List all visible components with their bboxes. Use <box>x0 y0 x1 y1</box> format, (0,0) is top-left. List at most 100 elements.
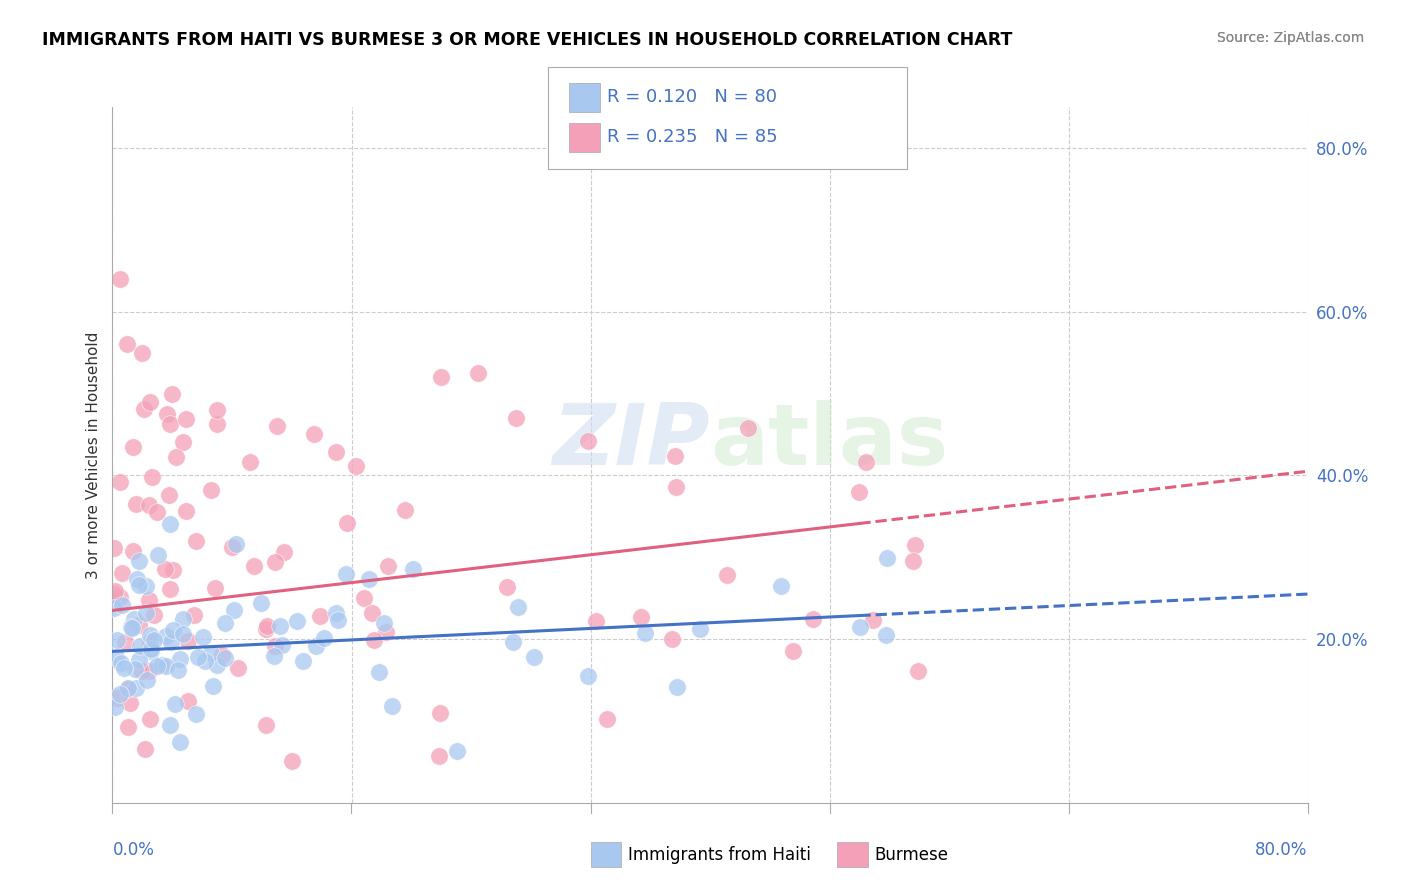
Point <box>117 337 139 351</box>
Point <box>205 658 228 673</box>
Point <box>138 635 160 649</box>
Point <box>848 484 870 499</box>
Point <box>377 559 399 574</box>
Point <box>134 741 156 756</box>
Point <box>630 610 652 624</box>
Point <box>159 635 181 649</box>
Point <box>782 643 804 657</box>
Point <box>108 272 131 286</box>
Point <box>285 614 308 628</box>
Point <box>111 566 134 580</box>
Point <box>165 450 187 465</box>
Point <box>381 698 404 713</box>
Point <box>169 651 191 665</box>
Point <box>125 497 148 511</box>
Point <box>467 367 489 381</box>
Point <box>110 657 132 671</box>
Point <box>155 629 177 643</box>
Point <box>194 654 217 668</box>
Point <box>239 455 262 469</box>
Y-axis label: 3 or more Vehicles in Household: 3 or more Vehicles in Household <box>86 331 101 579</box>
Point <box>363 633 385 648</box>
Point <box>128 653 150 667</box>
Point <box>359 572 381 586</box>
Text: Source: ZipAtlas.com: Source: ZipAtlas.com <box>1216 31 1364 45</box>
Point <box>374 624 396 639</box>
Point <box>214 615 236 630</box>
Point <box>326 613 349 627</box>
Point <box>191 631 214 645</box>
Point <box>336 516 359 531</box>
Point <box>103 601 125 615</box>
Point <box>446 743 468 757</box>
Point <box>271 638 294 652</box>
Point <box>505 411 527 425</box>
Point <box>263 640 285 654</box>
Point <box>153 562 176 576</box>
Point <box>105 690 128 705</box>
Point <box>128 554 150 568</box>
Point <box>862 613 884 627</box>
Point <box>159 417 181 432</box>
Text: ZIP: ZIP <box>553 400 710 483</box>
Point <box>114 635 136 649</box>
Point <box>266 419 288 434</box>
Point <box>112 661 135 675</box>
Point <box>108 687 131 701</box>
Point <box>159 517 181 532</box>
Point <box>183 607 205 622</box>
Point <box>664 450 686 464</box>
Point <box>117 681 139 695</box>
Point <box>200 483 222 497</box>
Point <box>136 673 159 688</box>
Point <box>162 623 184 637</box>
Point <box>269 619 291 633</box>
Point <box>665 680 688 694</box>
Point <box>159 487 181 501</box>
Point <box>121 621 143 635</box>
Point <box>368 665 391 679</box>
Point <box>125 573 148 587</box>
Point <box>901 554 924 568</box>
Point <box>394 502 416 516</box>
Point <box>430 370 453 384</box>
Point <box>111 599 134 613</box>
Point <box>523 650 546 665</box>
Point <box>138 664 160 678</box>
Point <box>103 541 125 556</box>
Point <box>211 648 233 662</box>
Point <box>103 584 125 599</box>
Point <box>205 417 228 431</box>
Point <box>263 555 285 569</box>
Point <box>281 754 304 768</box>
Point <box>502 635 524 649</box>
Point <box>146 549 169 563</box>
Text: 0.0%: 0.0% <box>112 841 155 859</box>
Point <box>576 434 599 449</box>
Point <box>128 577 150 591</box>
Point <box>104 700 127 714</box>
Point <box>176 411 198 425</box>
Point <box>139 394 162 409</box>
Point <box>309 609 332 624</box>
Point <box>221 540 243 554</box>
Point <box>117 682 139 697</box>
Point <box>143 632 166 647</box>
Point <box>150 658 173 673</box>
Point <box>801 612 824 626</box>
Point <box>876 551 898 566</box>
Point <box>353 591 375 605</box>
Point <box>222 603 245 617</box>
Point <box>263 648 285 663</box>
Point <box>429 706 451 720</box>
Point <box>585 614 607 628</box>
Point <box>325 606 347 620</box>
Text: Immigrants from Haiti: Immigrants from Haiti <box>628 846 811 863</box>
Point <box>256 619 278 633</box>
Point <box>186 533 208 548</box>
Point <box>292 654 315 668</box>
Text: atlas: atlas <box>710 400 948 483</box>
Point <box>159 717 181 731</box>
Point <box>124 662 146 676</box>
Point <box>204 581 226 595</box>
